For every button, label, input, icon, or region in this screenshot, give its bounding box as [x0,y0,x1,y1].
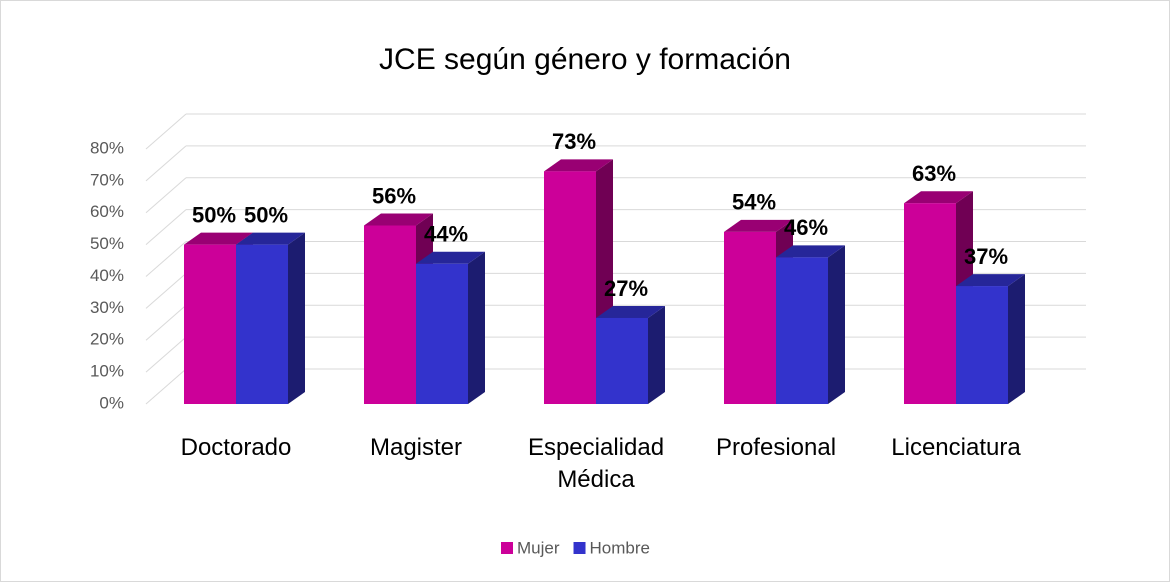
bar-top [776,245,845,258]
data-label: 54% [732,190,776,215]
x-tick-label: Profesional [715,434,837,461]
grid-line-side [145,368,187,405]
legend-swatch [501,542,513,554]
bar [724,231,776,404]
legend-label: Mujer [517,538,560,557]
bar-side [828,245,845,404]
y-tick-label: 50% [90,234,124,253]
bar [236,244,288,404]
legend-swatch [573,542,586,554]
data-label: 37% [964,244,1008,269]
bar [544,171,596,404]
x-tick-label: Licenciatura [891,434,1021,461]
x-tick-label: Doctorado [180,434,292,461]
bar-top [184,232,253,245]
y-tick-label: 80% [90,138,124,157]
y-tick-label: 30% [90,298,124,317]
y-tick-label: 40% [90,266,124,285]
chart-title: JCE según género y formación [379,43,791,76]
bar [416,263,468,404]
bar-top [236,232,305,245]
bar [596,317,648,404]
grid-line-side [145,304,187,341]
bar-top [596,305,665,318]
data-label: 63% [912,161,956,186]
data-label: 50% [192,202,236,227]
x-tick-label: Especialidad Médica [527,434,665,493]
data-label: 46% [784,215,828,240]
grid-line-side [145,177,187,214]
grid-line-side [145,113,187,150]
bar-top [364,213,433,226]
bar-top [956,274,1025,287]
bar [364,225,416,404]
y-tick-label: 10% [90,362,124,381]
bar-side [288,232,305,404]
y-tick-label: 0% [99,393,124,412]
data-label: 73% [552,129,596,154]
data-label: 44% [424,222,468,247]
bar [956,286,1008,404]
bar-top [724,219,793,232]
bar-side [468,251,485,404]
data-label: 56% [372,183,416,208]
bar-top [416,251,485,264]
bar-top [904,191,973,204]
grid-line-side [145,145,187,182]
grid-line-side [145,336,187,373]
grid-line-side [145,272,187,309]
bar [776,257,828,404]
data-label: 27% [604,276,648,301]
data-label: 50% [244,202,288,227]
bar-side [1008,274,1025,404]
y-tick-label: 60% [90,202,124,221]
y-tick-label: 20% [90,330,124,349]
bar-side [648,305,665,404]
bar [184,244,236,404]
bar [904,203,956,404]
grid-line-side [145,209,187,246]
legend-label: Hombre [590,538,650,557]
y-tick-label: 70% [90,170,124,189]
x-tick-label: Magister [369,434,463,461]
bar-top [544,159,613,172]
grid-line-side [145,241,187,277]
